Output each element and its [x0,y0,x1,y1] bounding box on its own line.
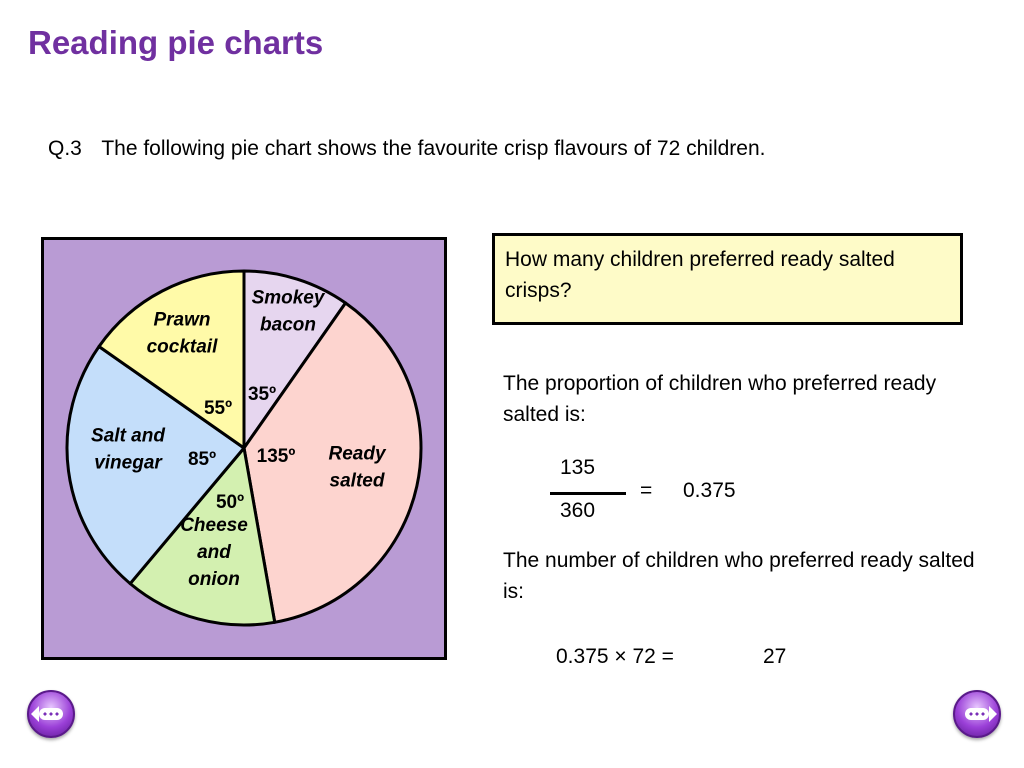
pie-slice [242,301,423,624]
pie-slice [65,344,246,586]
fraction-numerator: 135 [560,456,596,479]
prev-button[interactable] [27,690,75,738]
next-button[interactable] [953,690,1001,738]
pie-slice [97,269,246,450]
fraction-denominator: 360 [560,499,596,522]
pie-slice [242,269,348,450]
proportion-result: 0.375 [683,479,736,502]
slice-name-label: salted [330,471,385,492]
next-arrow-icon [989,706,997,722]
number-text: The number of children who preferred rea… [503,549,975,603]
slice-name-label: cocktail [147,337,218,358]
slice-name-label: Ready [328,444,386,465]
slice-name-label: bacon [260,315,316,336]
proportion-text: The proportion of children who preferred… [503,372,937,426]
slice-name-label: vinegar [94,453,163,474]
prev-arrow-icon [31,706,39,722]
fraction-bar [550,492,626,495]
equals-sign: = [640,479,653,502]
question-box: How many children preferred ready salted… [492,233,963,325]
pie-slice [128,446,277,627]
slice-angle-label: 135º [257,446,296,467]
slice-name-label: and [197,542,231,563]
slice-angle-label: 35º [248,384,276,405]
question-number: Q.3 [48,137,82,160]
dots-icon [965,708,989,720]
page-title: Reading pie charts [28,24,324,61]
slice-name-label: Salt and [91,426,165,447]
slice-name-label: Smokey [252,288,326,309]
calculation: 0.375 × 72 = [556,645,674,668]
question: Q.3 The following pie chart shows the fa… [48,137,766,161]
dots-icon [39,708,63,720]
slice-angle-label: 55º [204,398,232,419]
slice-angle-label: 50º [216,492,244,513]
question-text: The following pie chart shows the favour… [101,137,766,160]
slice-name-label: Cheese [180,515,248,536]
answer: 27 [763,645,787,668]
slice-name-label: onion [188,569,240,590]
slice-angle-label: 85º [188,449,216,470]
slice-name-label: Prawn [153,310,210,331]
